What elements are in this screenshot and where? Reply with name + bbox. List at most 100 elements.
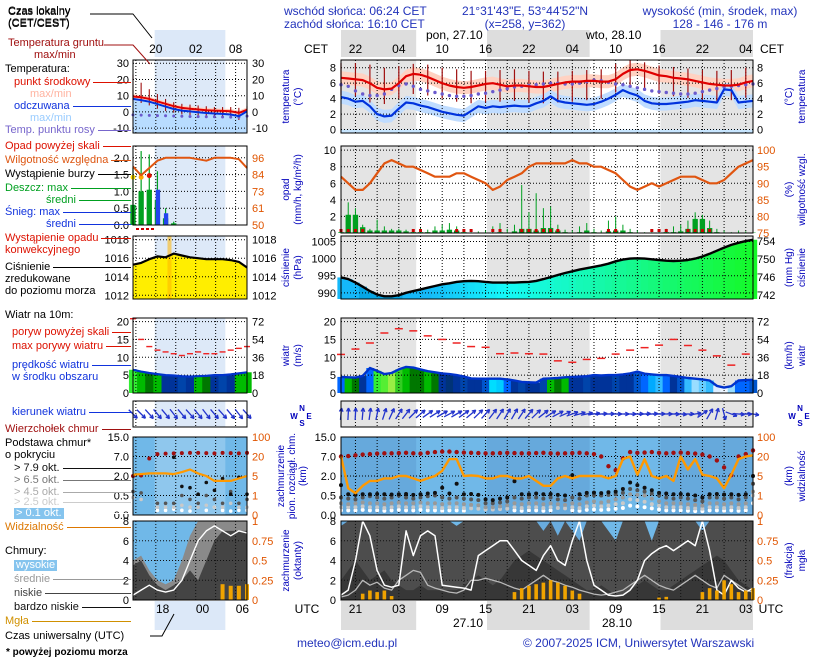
- tick-label: 1: [252, 516, 258, 528]
- legend-label: > 4.5 okt.: [14, 485, 60, 498]
- tick-label: 20: [149, 42, 163, 56]
- tick-label: 7.0: [321, 452, 336, 464]
- tick-label: 15: [652, 602, 666, 616]
- leader-line: [112, 331, 131, 333]
- sunset-text: zachód słońca: 16:10 CET: [284, 17, 425, 31]
- compass-e: E: [306, 412, 312, 421]
- tick-label: 20: [252, 452, 264, 464]
- axis-name: zachmurzenie: [281, 529, 292, 592]
- tick-label: 15.0: [108, 432, 129, 444]
- axis-name: zachmurzenie: [276, 444, 287, 507]
- legend-label: Temperatura gruntu: [8, 36, 104, 49]
- tick-label: 90: [757, 178, 769, 190]
- axis-name: mgła: [797, 549, 808, 571]
- legend-row-3: max/min: [34, 49, 131, 61]
- tick-label: 0: [330, 388, 336, 400]
- tick-label: 84: [252, 170, 264, 182]
- tick-label: 10: [324, 352, 336, 364]
- legend-row-13: Deszcz: max: [5, 182, 131, 194]
- tick-label: 10: [609, 42, 623, 56]
- leader-line: [101, 428, 131, 430]
- leader-line: [78, 199, 131, 201]
- tick-label: 2.0: [321, 471, 336, 483]
- axis-name: opad: [281, 178, 292, 200]
- tick-label: 10: [436, 42, 450, 56]
- legend-label: > 6.5 okt.: [14, 473, 60, 486]
- leader-line: [97, 129, 131, 131]
- day1-label: pon, 27.10: [426, 28, 483, 42]
- legend-label: kierunek wiatru: [12, 405, 86, 418]
- legend-row-33: > 4.5 okt.: [14, 486, 131, 498]
- legend-row-26: w środku obszaru: [12, 371, 131, 383]
- tick-label: 1000: [312, 254, 336, 266]
- altitude-values: 128 - 146 - 176 m: [672, 17, 768, 31]
- tick-label: 1014: [105, 272, 129, 284]
- clouds-panel: [338, 436, 756, 516]
- tick-label: 8: [330, 162, 336, 174]
- tick-label: 6: [330, 178, 336, 190]
- tick-label: 5: [757, 471, 763, 483]
- compass-s: S: [299, 419, 305, 428]
- tick-label: 10: [252, 91, 264, 103]
- tick-label: 0: [252, 595, 258, 607]
- leader-line: [62, 501, 131, 503]
- legend-row-36: Widzialność: [5, 521, 131, 533]
- tick-label: 2: [123, 575, 129, 587]
- precipitation-panel: [338, 145, 756, 234]
- time-bands: [154, 30, 753, 630]
- grid-xy-text: (x=258, y=362): [484, 17, 566, 31]
- copyright-link[interactable]: © 2007-2025 ICM, Uniwersytet Warszawski: [523, 636, 755, 650]
- leader-line: [66, 526, 131, 528]
- date1-label: 27.10: [453, 616, 483, 630]
- email-link[interactable]: meteo@icm.edu.pl: [297, 636, 398, 650]
- tick-label: 0: [330, 228, 336, 240]
- tick-label: 4: [123, 556, 129, 568]
- legend-label: niskie: [14, 586, 43, 599]
- tick-label: 0: [330, 595, 336, 607]
- tick-label: 20: [252, 74, 264, 86]
- tick-label: 1: [757, 491, 763, 503]
- legend-label: zredukowane: [5, 272, 71, 285]
- precipitation-mini: [130, 145, 248, 230]
- legend-label: Opad powyżej skali: [5, 139, 100, 152]
- tick-label: 21: [349, 602, 363, 616]
- leader-line: [106, 345, 131, 347]
- tick-label: 0: [252, 388, 258, 400]
- axis-name: (km/h): [784, 341, 795, 369]
- tick-label: 1: [757, 516, 763, 528]
- axis-name: wiatr: [281, 344, 292, 367]
- legend-row-43: Czas uniwersalny (UTC): [5, 630, 131, 642]
- legend-label: (CET/CEST): [8, 16, 70, 29]
- coordinates-text: 21°31'43"E, 53°44'52"N: [461, 4, 589, 18]
- tick-label: 0.5: [757, 556, 772, 568]
- legend-row-22: Wiatr na 10m:: [5, 309, 131, 321]
- legend-label: bardzo niskie: [14, 600, 79, 613]
- tick-label: 50: [252, 220, 264, 232]
- tick-label: 15: [324, 334, 336, 346]
- tick-label: 0.5: [321, 491, 336, 503]
- tick-label: 06: [236, 602, 250, 616]
- tick-label: 8: [123, 516, 129, 528]
- tick-label: 0: [252, 107, 258, 119]
- tick-label: 0: [757, 595, 763, 607]
- tick-label: 08: [229, 42, 243, 56]
- legend-row-19: Ciśnienie: [5, 261, 131, 273]
- tick-label: 96: [252, 153, 264, 165]
- tick-label: 4: [330, 556, 336, 568]
- clouds-mini: [131, 436, 249, 516]
- tick-label: 18: [156, 602, 170, 616]
- utc-label-right: UTC: [759, 602, 784, 616]
- tick-label: 22: [522, 42, 536, 56]
- tick-label: 20: [117, 74, 129, 86]
- compass-n: N: [299, 404, 305, 413]
- wind-mini: [128, 317, 252, 394]
- tick-label: 2: [757, 109, 763, 121]
- leader-lines: [90, 13, 175, 637]
- leader-line: [45, 592, 131, 594]
- tick-label: 10: [117, 352, 129, 364]
- tick-label: 8: [330, 63, 336, 75]
- legend-label: konwekcyjnego: [5, 243, 81, 256]
- tick-label: 746: [757, 272, 775, 284]
- tick-label: 1012: [252, 290, 276, 302]
- legend-row-27: kierunek wiatru: [12, 406, 131, 418]
